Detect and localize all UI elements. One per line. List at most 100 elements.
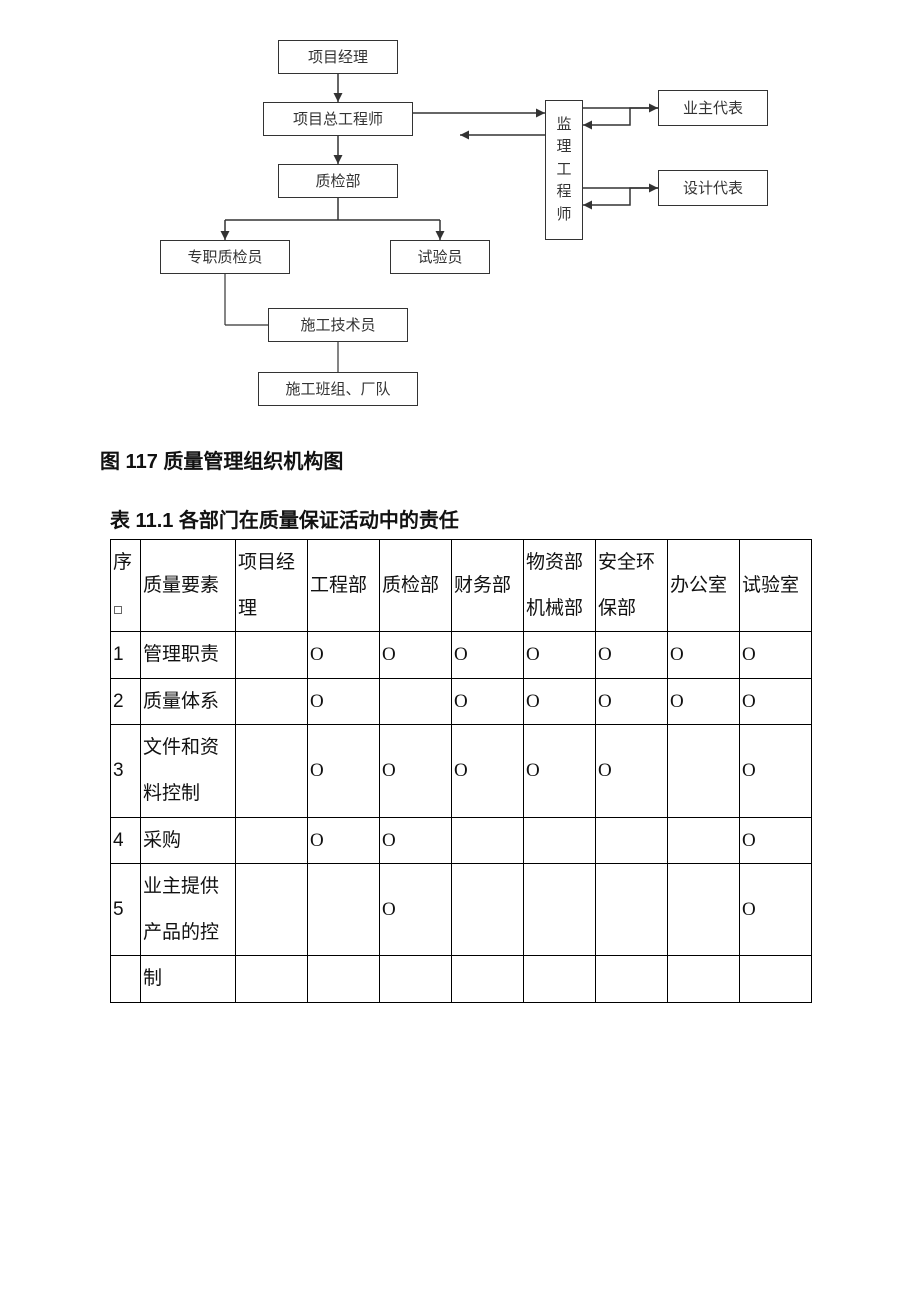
cell-mark: O bbox=[524, 725, 596, 817]
col-factor: 质量要素 bbox=[141, 540, 236, 632]
cell-mark: O bbox=[740, 678, 812, 725]
col-dept: 财务部 bbox=[452, 540, 524, 632]
cell-mark: O bbox=[740, 864, 812, 956]
cell-mark bbox=[452, 864, 524, 956]
responsibility-table-wrap: 序质量要素项目经理工程部质检部财务部物资部机械部安全环保部办公室试验室 1管理职… bbox=[110, 539, 810, 1003]
node-supervisor: 监理工程师 bbox=[545, 100, 583, 240]
node-qc: 质检部 bbox=[278, 164, 398, 198]
cell-mark bbox=[596, 864, 668, 956]
cell-mark bbox=[452, 817, 524, 864]
node-designer: 设计代表 bbox=[658, 170, 768, 206]
table-head: 序质量要素项目经理工程部质检部财务部物资部机械部安全环保部办公室试验室 bbox=[111, 540, 812, 632]
cell-factor: 文件和资料控制 bbox=[141, 725, 236, 817]
cell-mark: O bbox=[668, 632, 740, 679]
table-row: 1管理职责OOOOOOO bbox=[111, 632, 812, 679]
page: 项目经理 项目总工程师 质检部 专职质检员 试验员 施工技术员 施工班组、厂队 … bbox=[0, 40, 920, 1003]
cell-mark: O bbox=[308, 725, 380, 817]
cell-mark: O bbox=[308, 817, 380, 864]
cell-factor: 采购 bbox=[141, 817, 236, 864]
cell-factor: 质量体系 bbox=[141, 678, 236, 725]
cell-mark: O bbox=[452, 632, 524, 679]
cell-factor: 业主提供产品的控 bbox=[141, 864, 236, 956]
cell-mark bbox=[740, 956, 812, 1003]
cell-mark: O bbox=[524, 678, 596, 725]
node-tester: 试验员 bbox=[390, 240, 490, 274]
table-header-row: 序质量要素项目经理工程部质检部财务部物资部机械部安全环保部办公室试验室 bbox=[111, 540, 812, 632]
cell-mark bbox=[668, 864, 740, 956]
cell-mark bbox=[668, 956, 740, 1003]
cell-mark bbox=[596, 817, 668, 864]
cell-mark bbox=[452, 956, 524, 1003]
node-label: 项目经理 bbox=[308, 47, 368, 68]
cell-mark bbox=[236, 678, 308, 725]
cell-mark bbox=[236, 632, 308, 679]
node-label-char: 监 bbox=[556, 114, 571, 137]
cell-mark: O bbox=[740, 632, 812, 679]
cell-mark bbox=[236, 817, 308, 864]
cell-mark bbox=[524, 864, 596, 956]
cell-mark bbox=[236, 725, 308, 817]
cell-mark bbox=[524, 956, 596, 1003]
cell-mark: O bbox=[308, 678, 380, 725]
cell-mark bbox=[236, 956, 308, 1003]
node-label: 项目总工程师 bbox=[293, 109, 383, 130]
table-row: 4采购OOO bbox=[111, 817, 812, 864]
table-row: 2质量体系OOOOOO bbox=[111, 678, 812, 725]
node-label-char: 理 bbox=[556, 136, 571, 159]
cell-mark bbox=[308, 956, 380, 1003]
node-label: 设计代表 bbox=[683, 178, 743, 199]
table-caption: 表 11.1 各部门在质量保证活动中的责任 bbox=[110, 504, 920, 533]
cell-mark: O bbox=[380, 632, 452, 679]
cell-mark bbox=[596, 956, 668, 1003]
cell-mark: O bbox=[740, 725, 812, 817]
figure-caption: 图 117 质量管理组织机构图 bbox=[100, 445, 920, 474]
cell-mark bbox=[524, 817, 596, 864]
col-dept: 安全环保部 bbox=[596, 540, 668, 632]
cell-mark bbox=[668, 725, 740, 817]
node-label: 试验员 bbox=[417, 247, 462, 268]
node-owner: 业主代表 bbox=[658, 90, 768, 126]
node-team: 施工班组、厂队 bbox=[258, 372, 418, 406]
cell-seq: 4 bbox=[111, 817, 141, 864]
cell-mark: O bbox=[380, 725, 452, 817]
node-label: 施工技术员 bbox=[300, 315, 375, 336]
table-row: 制 bbox=[111, 956, 812, 1003]
responsibility-table: 序质量要素项目经理工程部质检部财务部物资部机械部安全环保部办公室试验室 1管理职… bbox=[110, 539, 812, 1003]
node-chief: 项目总工程师 bbox=[263, 102, 413, 136]
cell-mark bbox=[380, 678, 452, 725]
col-dept: 试验室 bbox=[740, 540, 812, 632]
cell-mark: O bbox=[596, 725, 668, 817]
cell-seq: 3 bbox=[111, 725, 141, 817]
cell-mark: O bbox=[452, 725, 524, 817]
node-label: 质检部 bbox=[315, 171, 360, 192]
table-row: 5业主提供产品的控 O O bbox=[111, 864, 812, 956]
table-row: 3文件和资料控制OOOOOO bbox=[111, 725, 812, 817]
node-pm: 项目经理 bbox=[278, 40, 398, 74]
node-label: 施工班组、厂队 bbox=[285, 379, 390, 400]
col-dept: 项目经理 bbox=[236, 540, 308, 632]
node-label-char: 工 bbox=[556, 159, 571, 182]
col-dept: 办公室 bbox=[668, 540, 740, 632]
node-inspector: 专职质检员 bbox=[160, 240, 290, 274]
col-seq: 序 bbox=[111, 540, 141, 632]
table-body: 1管理职责OOOOOOO2质量体系OOOOOO3文件和资料控制OOOOOO4采购… bbox=[111, 632, 812, 1003]
cell-mark: O bbox=[308, 632, 380, 679]
cell-mark: O bbox=[380, 864, 452, 956]
cell-seq: 1 bbox=[111, 632, 141, 679]
cell-factor: 制 bbox=[141, 956, 236, 1003]
cell-factor: 管理职责 bbox=[141, 632, 236, 679]
col-dept: 质检部 bbox=[380, 540, 452, 632]
cell-mark bbox=[668, 817, 740, 864]
cell-mark: O bbox=[596, 632, 668, 679]
cell-mark: O bbox=[596, 678, 668, 725]
cell-mark bbox=[236, 864, 308, 956]
cell-seq: 5 bbox=[111, 864, 141, 956]
col-dept: 物资部机械部 bbox=[524, 540, 596, 632]
cell-mark: O bbox=[668, 678, 740, 725]
cell-mark bbox=[308, 864, 380, 956]
cell-mark: O bbox=[452, 678, 524, 725]
org-flowchart: 项目经理 项目总工程师 质检部 专职质检员 试验员 施工技术员 施工班组、厂队 … bbox=[100, 40, 820, 420]
cell-mark: O bbox=[380, 817, 452, 864]
cell-mark: O bbox=[740, 817, 812, 864]
cell-seq bbox=[111, 956, 141, 1003]
